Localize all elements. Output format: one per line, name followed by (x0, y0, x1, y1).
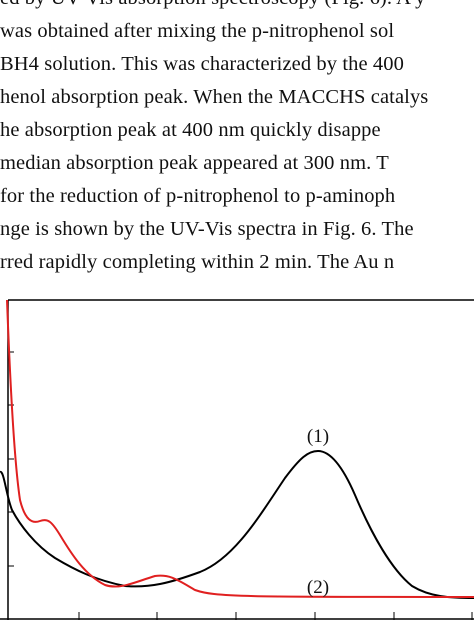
curve-label: (1) (307, 426, 329, 447)
text-line: he absorption peak at 400 nm quickly dis… (0, 119, 381, 141)
text-line: BH4 solution. This was characterized by … (0, 53, 404, 75)
text-line: was obtained after mixing the p-nitrophe… (0, 20, 395, 42)
text-line: nge is shown by the UV-Vis spectra in Fi… (0, 218, 414, 240)
text-line: median absorption peak appeared at 300 n… (0, 152, 389, 174)
text-line: rred rapidly completing within 2 min. Th… (0, 251, 395, 273)
text-line: ed by UV-Vis absorption spectroscopy (Fi… (0, 0, 426, 10)
x-ticks (78, 612, 473, 620)
curve-2 (6, 299, 474, 598)
text-line: henol absorption peak. When the MACCHS c… (0, 86, 429, 108)
text-line: for the reduction of p-nitrophenol to p-… (0, 185, 396, 207)
curve-1 (0, 449, 474, 599)
curve-label: (2) (307, 577, 329, 598)
